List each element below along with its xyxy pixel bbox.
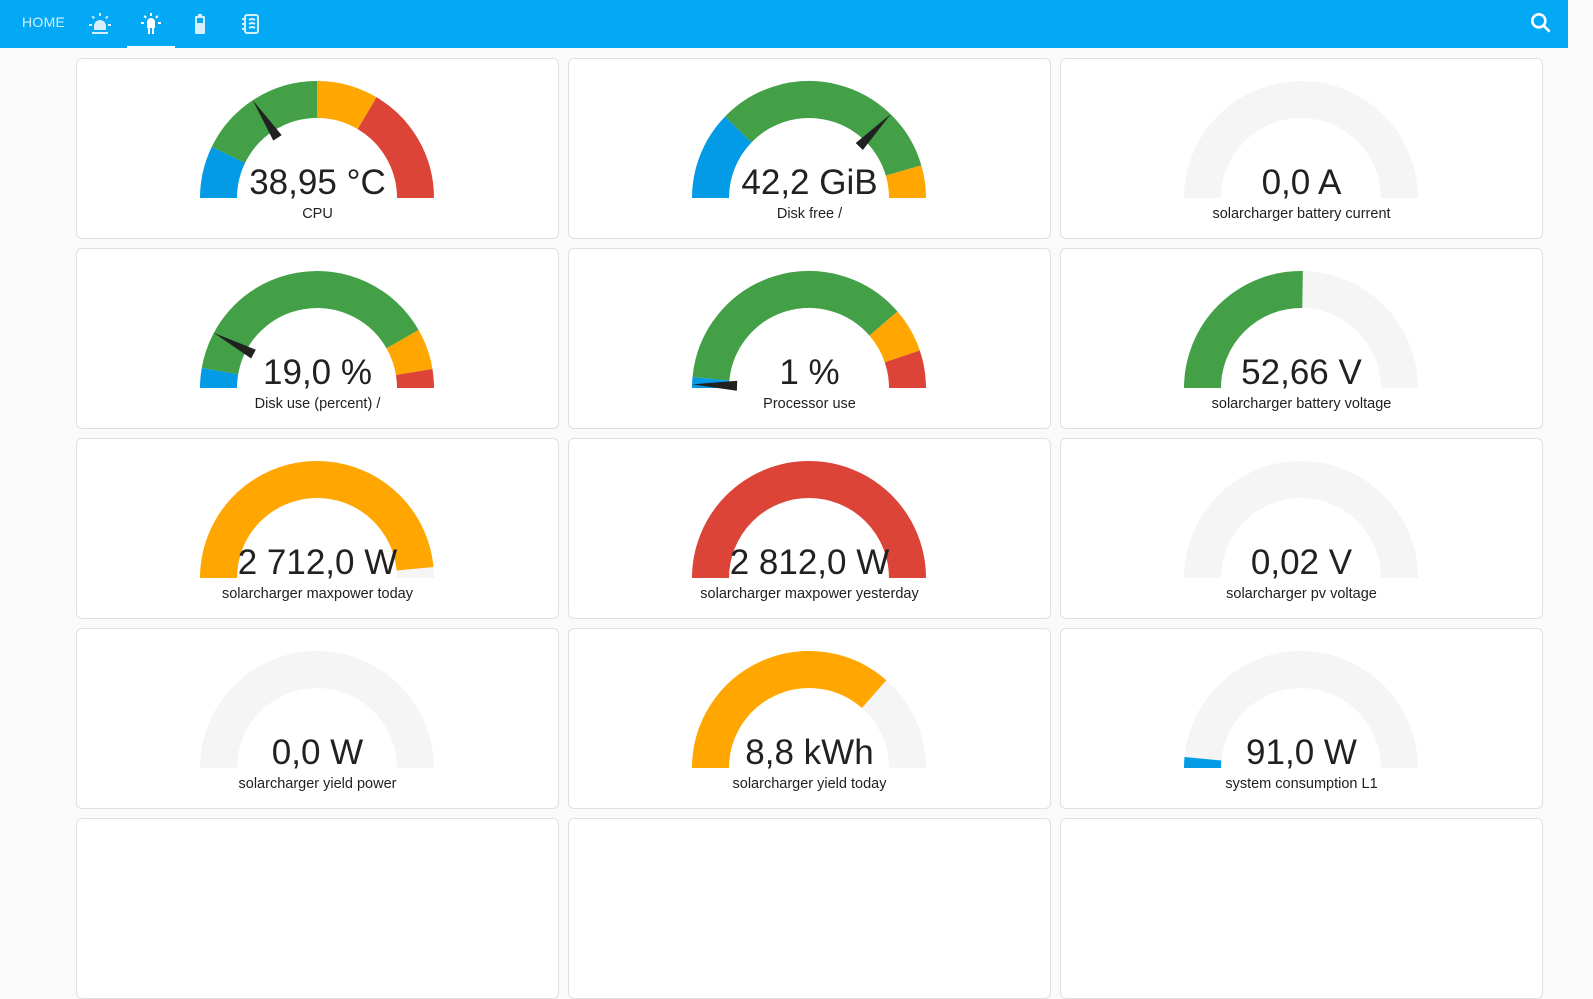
- gauge-card[interactable]: 42,2 GiB Disk free /: [568, 58, 1051, 239]
- gauge-card[interactable]: 91,0 W system consumption L1: [1060, 628, 1543, 809]
- top-app-bar: HOME: [0, 0, 1568, 48]
- gauge-value: 52,66 V: [1061, 353, 1542, 393]
- gauge-value: 1 %: [569, 353, 1050, 393]
- gauge-card[interactable]: 38,95 °C CPU: [76, 58, 559, 239]
- tab-notebook[interactable]: [227, 0, 275, 48]
- tab-led[interactable]: [127, 0, 175, 48]
- battery-icon: [188, 12, 212, 36]
- gauge-label: solarcharger pv voltage: [1061, 586, 1542, 602]
- alarm-light-icon: [88, 12, 112, 36]
- gauge-value: 0,0 W: [77, 733, 558, 773]
- scrollbar[interactable]: [1568, 0, 1593, 834]
- gauge-label: solarcharger maxpower yesterday: [569, 586, 1050, 602]
- gauge-label: solarcharger maxpower today: [77, 586, 558, 602]
- gauge-value: 0,02 V: [1061, 543, 1542, 583]
- gauge-label: solarcharger yield power: [77, 776, 558, 792]
- gauge-card[interactable]: 0,0 W solarcharger yield power: [76, 628, 559, 809]
- gauge-label: CPU: [77, 206, 558, 222]
- gauge-card[interactable]: 2 712,0 W solarcharger maxpower today: [76, 438, 559, 619]
- gauge-label: solarcharger battery current: [1061, 206, 1542, 222]
- gauge-value: 91,0 W: [1061, 733, 1542, 773]
- notebook-icon: [239, 12, 263, 36]
- gauge-segment: [317, 100, 367, 114]
- gauge-value: 8,8 kWh: [569, 733, 1050, 773]
- gauge-card[interactable]: 0,0 A solarcharger battery current: [1060, 58, 1543, 239]
- gauge-card-partial[interactable]: [568, 818, 1051, 999]
- gauge-card[interactable]: 0,02 V solarcharger pv voltage: [1060, 438, 1543, 619]
- gauge-card-partial[interactable]: [1060, 818, 1543, 999]
- gauge-card[interactable]: 1 % Processor use: [568, 248, 1051, 429]
- gauge-card[interactable]: 8,8 kWh solarcharger yield today: [568, 628, 1051, 809]
- gauge-card[interactable]: 52,66 V solarcharger battery voltage: [1060, 248, 1543, 429]
- gauge-card-partial[interactable]: [76, 818, 559, 999]
- gauge-label: system consumption L1: [1061, 776, 1542, 792]
- tab-alarm-light[interactable]: [76, 0, 124, 48]
- gauge-value: 19,0 %: [77, 353, 558, 393]
- gauge-value: 2 812,0 W: [569, 543, 1050, 583]
- gauge-label: solarcharger battery voltage: [1061, 396, 1542, 412]
- gauge-label: solarcharger yield today: [569, 776, 1050, 792]
- gauge-card[interactable]: 2 812,0 W solarcharger maxpower yesterday: [568, 438, 1051, 619]
- gauge-label: Disk free /: [569, 206, 1050, 222]
- gauge-card[interactable]: 19,0 % Disk use (percent) /: [76, 248, 559, 429]
- gauge-value: 42,2 GiB: [569, 163, 1050, 203]
- tab-battery[interactable]: [176, 0, 224, 48]
- search-icon[interactable]: [1528, 10, 1554, 36]
- gauge-segment: [883, 324, 902, 357]
- gauge-value: 38,95 °C: [77, 163, 558, 203]
- gauge-label: Disk use (percent) /: [77, 396, 558, 412]
- tab-home[interactable]: HOME: [22, 14, 65, 30]
- gauge-label: Processor use: [569, 396, 1050, 412]
- led-on-icon: [139, 12, 163, 36]
- gauge-value: 0,0 A: [1061, 163, 1542, 203]
- gauge-segment: [738, 100, 903, 171]
- gauge-value: 2 712,0 W: [77, 543, 558, 583]
